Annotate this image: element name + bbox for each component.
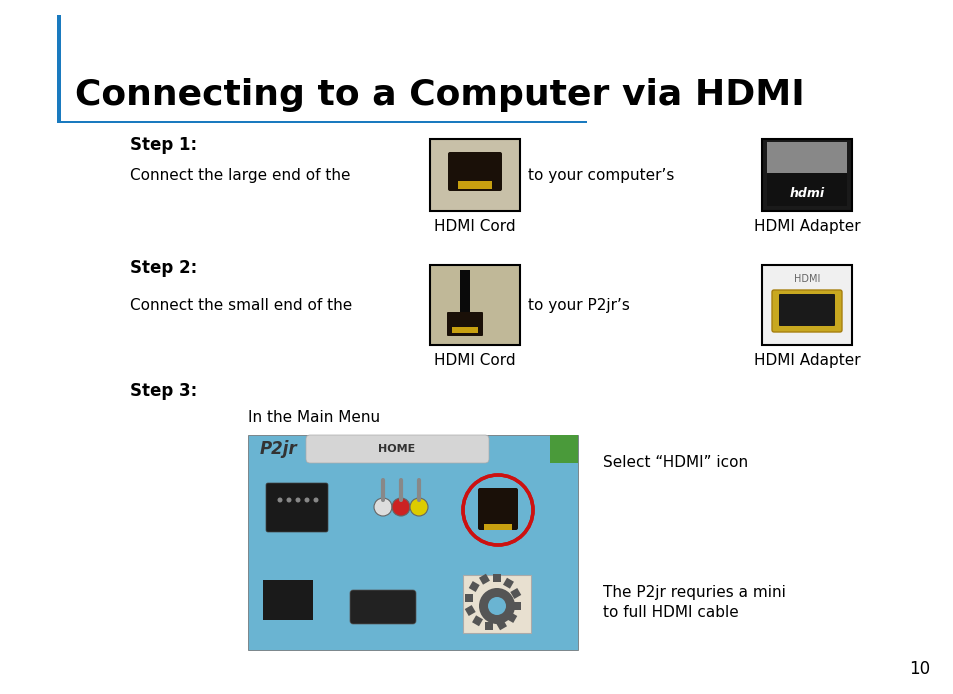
Circle shape [304, 498, 309, 502]
Text: Connecting to a Computer via HDMI: Connecting to a Computer via HDMI [75, 78, 804, 112]
FancyBboxPatch shape [447, 312, 482, 336]
Bar [493, 574, 500, 582]
Bar [478, 574, 490, 584]
Bar [464, 605, 476, 616]
Bar [430, 139, 519, 211]
Text: Step 2:: Step 2: [130, 259, 197, 277]
Text: The P2jr requries a mini: The P2jr requries a mini [602, 585, 785, 600]
Bar [462, 575, 531, 633]
Bar [550, 435, 578, 463]
Bar [457, 181, 492, 189]
Bar [468, 581, 479, 592]
Bar [771, 290, 841, 332]
Text: HDMI Cord: HDMI Cord [434, 219, 516, 234]
Text: Select “HDMI” icon: Select “HDMI” icon [602, 455, 747, 470]
Bar [510, 588, 520, 599]
Bar [459, 270, 470, 320]
Circle shape [478, 588, 515, 624]
Bar [513, 602, 520, 610]
Circle shape [392, 498, 410, 516]
Bar [506, 612, 517, 623]
Text: P2jr: P2jr [260, 440, 297, 458]
Text: HDMI: HDMI [793, 274, 820, 284]
Circle shape [488, 597, 505, 615]
FancyBboxPatch shape [779, 294, 834, 326]
Text: HDMI Cord: HDMI Cord [434, 353, 516, 368]
Bar [766, 173, 846, 206]
Bar [502, 577, 514, 589]
Text: to your computer’s: to your computer’s [527, 167, 674, 183]
Bar [472, 616, 482, 626]
Text: hdmi: hdmi [789, 187, 823, 199]
Text: 10: 10 [908, 660, 929, 678]
Bar [248, 435, 578, 650]
Bar [496, 619, 506, 630]
Bar [430, 265, 519, 345]
Circle shape [374, 498, 392, 516]
Text: HOME: HOME [378, 444, 416, 454]
Text: Connect the large end of the: Connect the large end of the [130, 167, 350, 183]
FancyBboxPatch shape [350, 590, 416, 624]
FancyBboxPatch shape [306, 435, 489, 463]
Bar [483, 524, 512, 530]
FancyBboxPatch shape [771, 290, 841, 332]
FancyBboxPatch shape [448, 152, 501, 191]
Bar [57, 15, 61, 123]
Text: Connect the small end of the: Connect the small end of the [130, 298, 352, 312]
Polygon shape [263, 580, 313, 620]
Bar [761, 265, 851, 345]
Text: to full HDMI cable: to full HDMI cable [602, 605, 738, 620]
Bar [464, 594, 473, 602]
Bar [452, 327, 477, 333]
Text: In the Main Menu: In the Main Menu [248, 410, 379, 425]
Bar [484, 622, 493, 630]
Text: HDMI Adapter: HDMI Adapter [753, 353, 860, 368]
FancyBboxPatch shape [266, 483, 328, 532]
Text: Step 3:: Step 3: [130, 382, 197, 400]
Text: HDMI Adapter: HDMI Adapter [753, 219, 860, 234]
Circle shape [295, 498, 300, 502]
Bar [761, 139, 851, 211]
Circle shape [410, 498, 428, 516]
Text: to your P2jr’s: to your P2jr’s [527, 298, 629, 312]
FancyArrow shape [57, 121, 586, 123]
FancyBboxPatch shape [477, 488, 517, 530]
Circle shape [286, 498, 292, 502]
Circle shape [277, 498, 282, 502]
Circle shape [314, 498, 318, 502]
Text: Step 1:: Step 1: [130, 136, 197, 154]
Bar [766, 142, 846, 174]
